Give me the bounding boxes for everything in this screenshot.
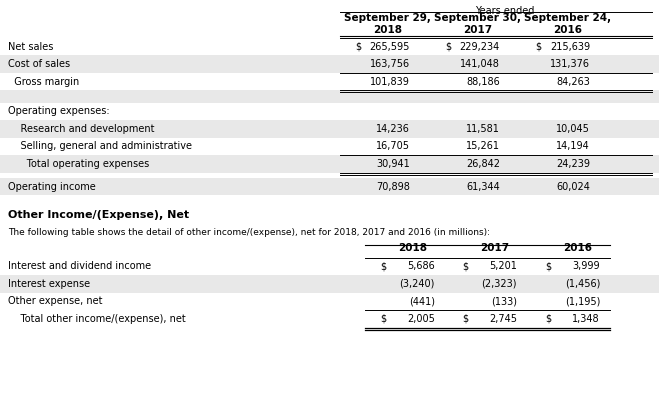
Text: $: $	[445, 42, 451, 52]
Text: $: $	[462, 262, 468, 271]
Text: 10,045: 10,045	[556, 124, 590, 134]
Text: 2,005: 2,005	[407, 314, 435, 324]
Text: 26,842: 26,842	[466, 159, 500, 169]
Text: 3,999: 3,999	[573, 262, 600, 271]
Text: 24,239: 24,239	[556, 159, 590, 169]
Text: Total operating expenses: Total operating expenses	[8, 159, 149, 169]
Text: 1,348: 1,348	[573, 314, 600, 324]
Text: Selling, general and administrative: Selling, general and administrative	[8, 142, 192, 151]
Text: 14,194: 14,194	[556, 142, 590, 151]
Text: 30,941: 30,941	[376, 159, 410, 169]
Text: (3,240): (3,240)	[399, 279, 435, 289]
Text: The following table shows the detail of other income/(expense), net for 2018, 20: The following table shows the detail of …	[8, 228, 490, 237]
Text: 229,234: 229,234	[460, 42, 500, 52]
Text: $: $	[380, 314, 386, 324]
Text: 88,186: 88,186	[467, 77, 500, 87]
Bar	[0, 91, 659, 103]
Text: $: $	[545, 314, 551, 324]
Text: $: $	[545, 262, 551, 271]
Text: Interest and dividend income: Interest and dividend income	[8, 262, 151, 271]
Bar	[0, 178, 659, 195]
Text: Interest expense: Interest expense	[8, 279, 90, 289]
Text: 60,024: 60,024	[556, 182, 590, 192]
Text: Other Income/(Expense), Net: Other Income/(Expense), Net	[8, 210, 189, 220]
Text: 11,581: 11,581	[466, 124, 500, 134]
Text: 2017: 2017	[480, 243, 509, 253]
Text: 5,201: 5,201	[489, 262, 517, 271]
Text: 2016: 2016	[563, 243, 592, 253]
Text: 265,595: 265,595	[370, 42, 410, 52]
Text: 70,898: 70,898	[376, 182, 410, 192]
Text: Gross margin: Gross margin	[8, 77, 79, 87]
Text: Total other income/(expense), net: Total other income/(expense), net	[8, 314, 186, 324]
Text: 84,263: 84,263	[556, 77, 590, 87]
Text: (2,323): (2,323)	[482, 279, 517, 289]
Text: (1,195): (1,195)	[565, 296, 600, 306]
Bar	[0, 120, 659, 138]
Text: Research and development: Research and development	[8, 124, 154, 134]
Text: 215,639: 215,639	[550, 42, 590, 52]
Bar	[0, 155, 659, 173]
Text: 101,839: 101,839	[370, 77, 410, 87]
Text: 141,048: 141,048	[460, 59, 500, 69]
Text: Cost of sales: Cost of sales	[8, 59, 70, 69]
Text: 14,236: 14,236	[376, 124, 410, 134]
Text: (441): (441)	[409, 296, 435, 306]
Text: $: $	[380, 262, 386, 271]
Text: 16,705: 16,705	[376, 142, 410, 151]
Text: 61,344: 61,344	[467, 182, 500, 192]
Text: Operating expenses:: Operating expenses:	[8, 106, 109, 117]
Text: Years ended: Years ended	[475, 6, 534, 16]
Text: September 24,
2016: September 24, 2016	[524, 13, 611, 35]
Text: 163,756: 163,756	[370, 59, 410, 69]
Text: (1,456): (1,456)	[565, 279, 600, 289]
Text: September 30,
2017: September 30, 2017	[434, 13, 521, 35]
Text: 131,376: 131,376	[550, 59, 590, 69]
Text: Net sales: Net sales	[8, 42, 53, 52]
Text: 15,261: 15,261	[466, 142, 500, 151]
Text: Other expense, net: Other expense, net	[8, 296, 103, 306]
Text: $: $	[535, 42, 541, 52]
Text: $: $	[355, 42, 361, 52]
Text: 2,745: 2,745	[489, 314, 517, 324]
Text: Operating income: Operating income	[8, 182, 96, 192]
Text: (133): (133)	[491, 296, 517, 306]
Text: September 29,
2018: September 29, 2018	[344, 13, 431, 35]
Text: 5,686: 5,686	[407, 262, 435, 271]
Text: 2018: 2018	[398, 243, 427, 253]
Text: $: $	[462, 314, 468, 324]
Bar	[0, 275, 659, 293]
Bar	[0, 55, 659, 73]
